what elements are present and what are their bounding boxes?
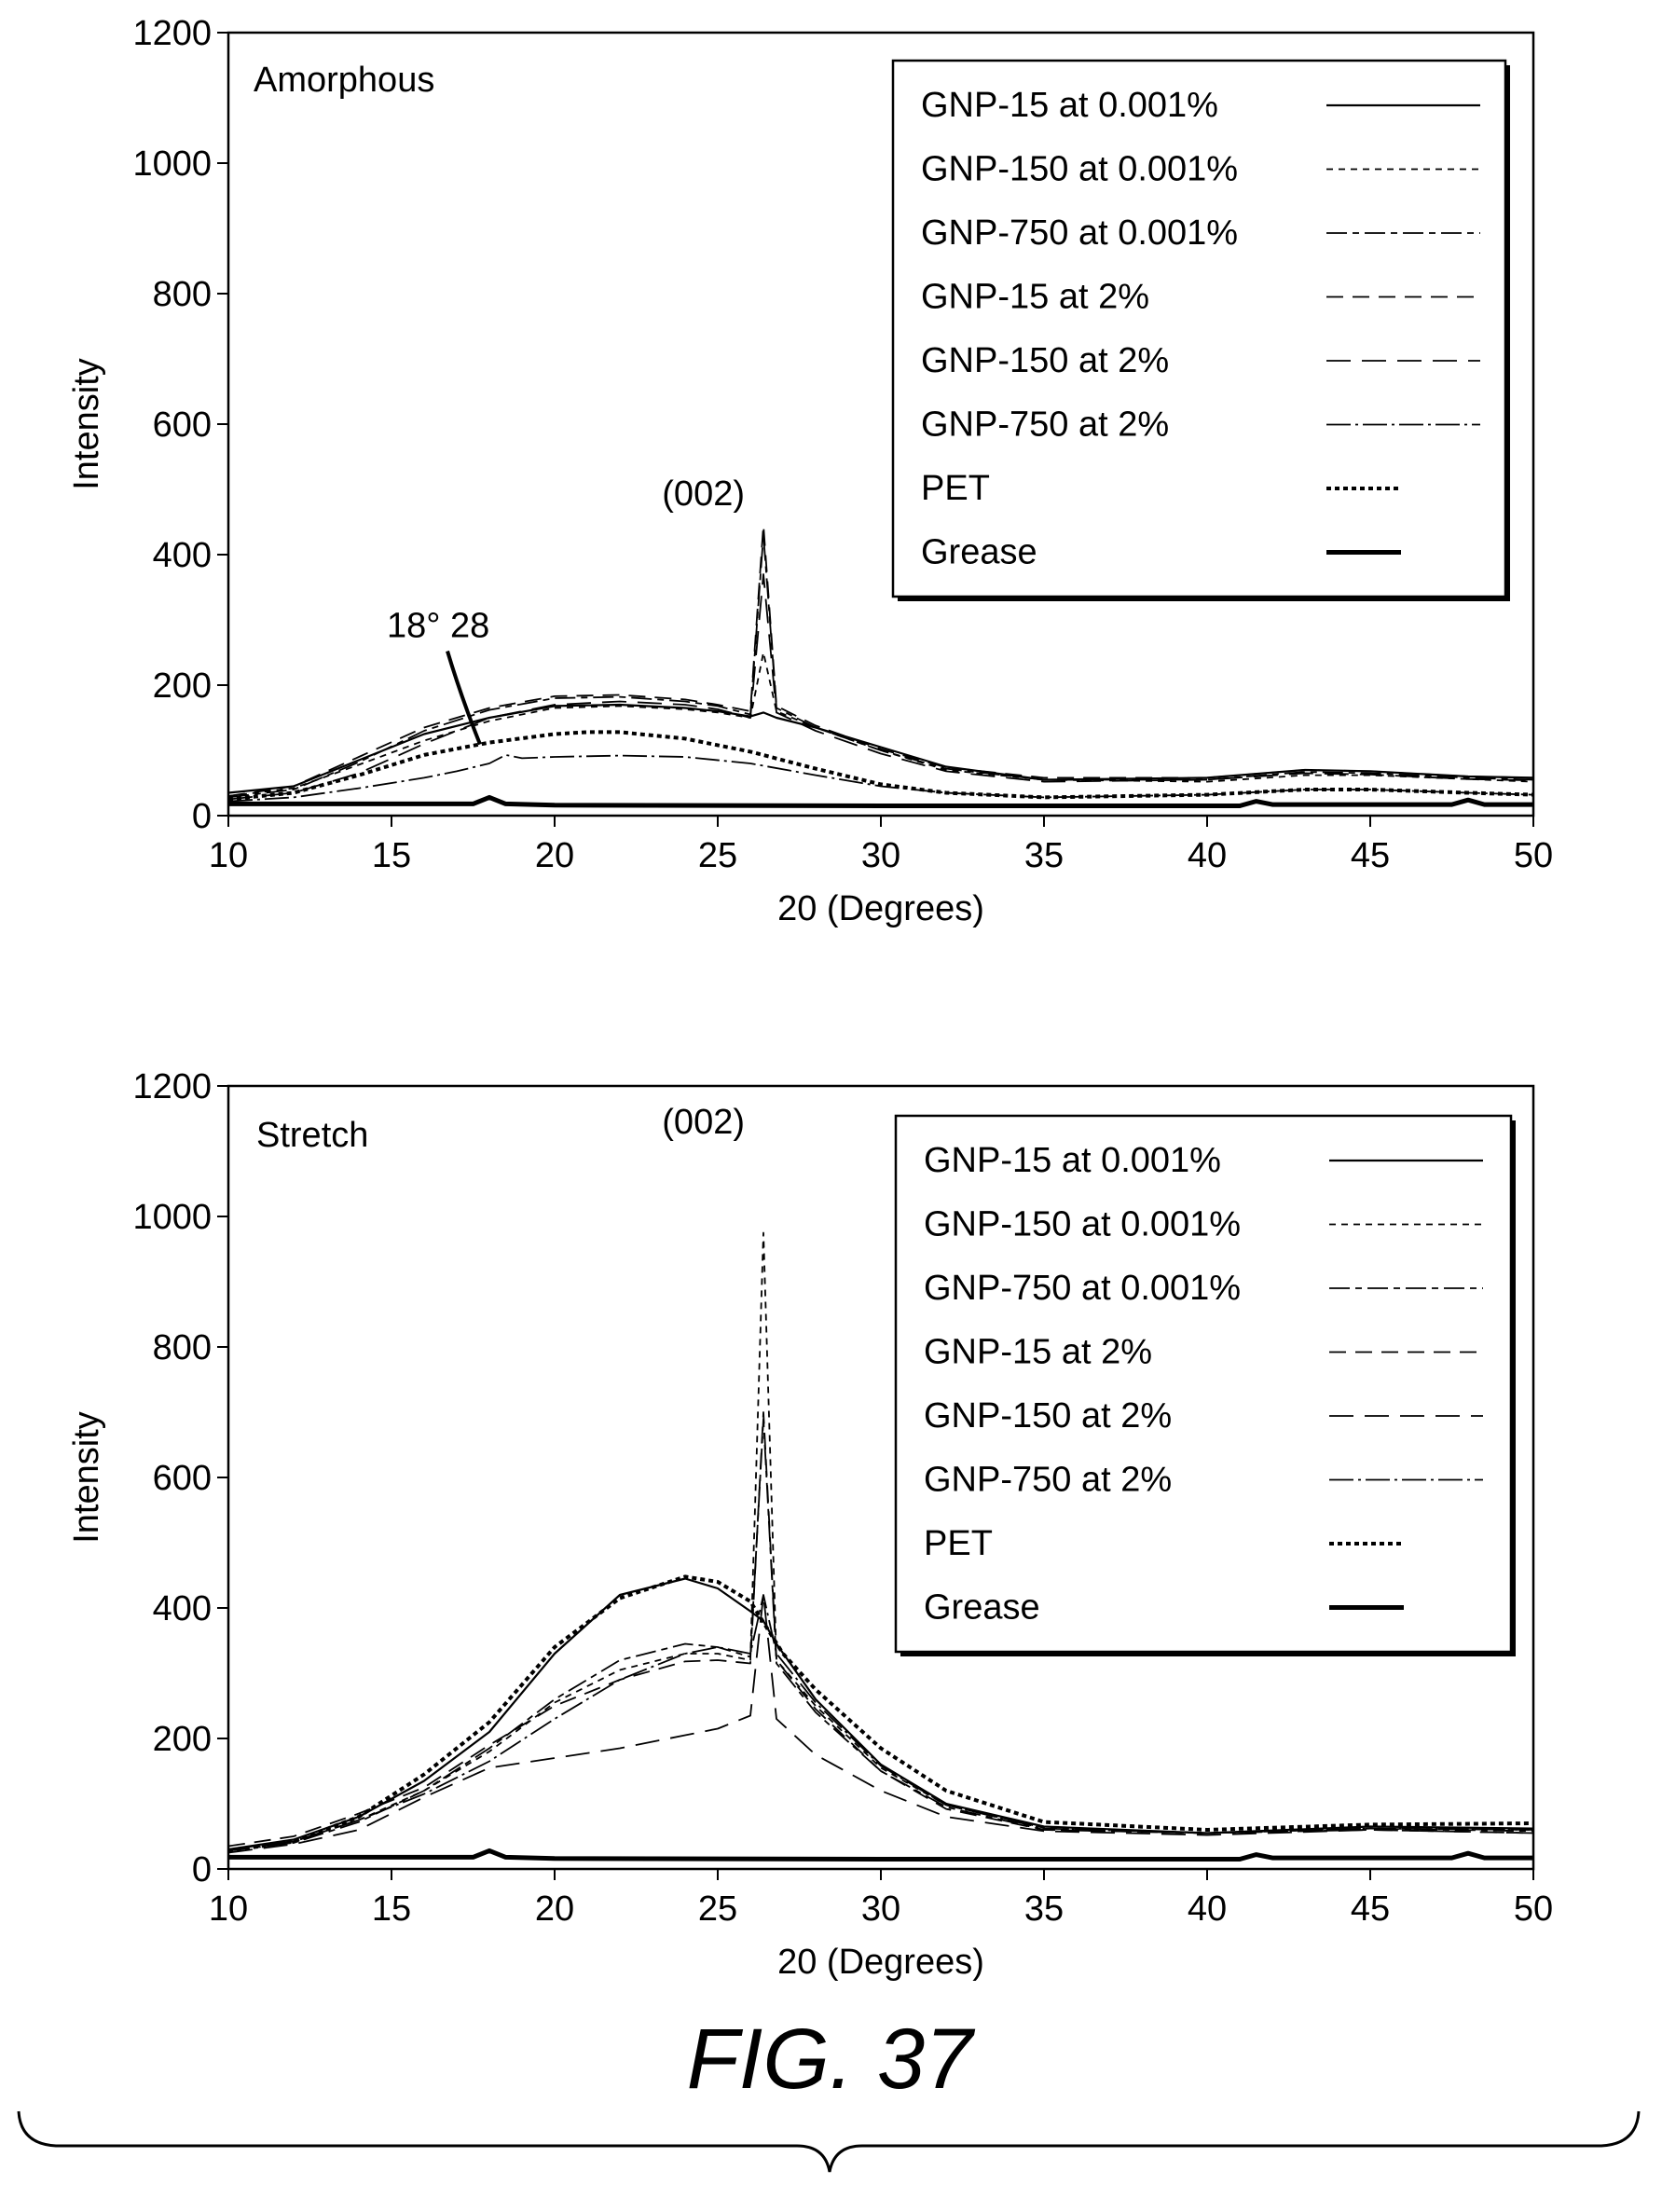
- grouping-brace: [17, 2110, 1641, 2173]
- legend-entry-label: PET: [924, 1524, 993, 1563]
- y-tick-label: 1200: [132, 1067, 212, 1106]
- series-line-gnp-750-at-2-: [228, 754, 1533, 803]
- x-tick-label: 25: [698, 836, 737, 875]
- x-tick-label: 15: [372, 1889, 411, 1929]
- legend-entry-label: GNP-150 at 0.001%: [924, 1205, 1241, 1244]
- y-tick-label: 800: [153, 1328, 212, 1367]
- x-tick-label: 35: [1024, 1889, 1064, 1929]
- chart-stretch: 0 200 400 600 800 1000 1200 10 15 20 25 30 35 40 45 50 2…: [67, 1067, 1553, 1982]
- legend-box: [894, 1114, 1513, 1654]
- x-tick-label: 50: [1514, 836, 1553, 875]
- x-tick-label: 45: [1351, 1889, 1390, 1929]
- x-tick-label: 50: [1514, 1889, 1553, 1929]
- y-tick-label: 1000: [132, 1198, 212, 1237]
- y-tick-label: 800: [153, 275, 212, 314]
- legend-entry-label: GNP-750 at 0.001%: [924, 1269, 1241, 1308]
- series-line-gnp-750-at-0-001-: [228, 534, 1533, 799]
- legend-entry-label: GNP-750 at 2%: [924, 1461, 1172, 1500]
- x-tick-label: 25: [698, 1889, 737, 1929]
- y-axis-label: Intensity: [67, 358, 106, 490]
- x-tick-label: 40: [1188, 1889, 1227, 1929]
- y-tick-label: 1200: [132, 14, 212, 53]
- x-tick-label: 35: [1024, 836, 1064, 875]
- y-tick-label: 400: [153, 1589, 212, 1628]
- y-tick-label: 200: [153, 666, 212, 706]
- legend-entry-label: Grease: [924, 1588, 1040, 1628]
- y-tick-label: 200: [153, 1720, 212, 1759]
- y-axis-label: Intensity: [67, 1411, 106, 1544]
- series-line-gnp-150-at-0-001-: [228, 652, 1533, 797]
- y-tick-label: 400: [153, 536, 212, 575]
- series-group: [228, 524, 1533, 808]
- series-line-gnp-15-at-2-: [228, 524, 1533, 797]
- panel-label: Stretch: [256, 1116, 368, 1155]
- legend-box: [891, 59, 1507, 598]
- series-line-grease: [228, 794, 1533, 808]
- annotation-label: (002): [662, 1103, 745, 1142]
- x-tick-label: 20: [535, 836, 574, 875]
- legend-entry-label: GNP-15 at 2%: [921, 278, 1149, 317]
- legend-entry-label: PET: [921, 469, 990, 508]
- series-line-pet: [228, 730, 1533, 802]
- series-line-gnp-15-at-0-001-: [228, 1577, 1533, 1851]
- legend-entry-label: GNP-150 at 2%: [921, 341, 1169, 380]
- y-tick-label: 0: [192, 1850, 212, 1889]
- legend-entry-label: GNP-15 at 0.001%: [921, 86, 1218, 125]
- x-tick-label: 30: [861, 836, 900, 875]
- x-tick-label: 40: [1188, 836, 1227, 875]
- series-group: [228, 1231, 1533, 1862]
- legend-entry-label: GNP-150 at 2%: [924, 1396, 1172, 1436]
- series-line-gnp-150-at-2-: [228, 1594, 1533, 1854]
- y-tick-label: 1000: [132, 144, 212, 184]
- x-tick-label: 10: [209, 1889, 248, 1929]
- legend-entry-label: GNP-750 at 0.001%: [921, 213, 1238, 253]
- legend-entry-label: Grease: [921, 533, 1037, 572]
- x-axis-label: 20 (Degrees): [777, 889, 984, 928]
- legend-entry-label: GNP-150 at 0.001%: [921, 150, 1238, 189]
- annotation-label: 18° 28: [387, 607, 489, 646]
- legend-entry-label: GNP-15 at 2%: [924, 1333, 1152, 1372]
- series-line-gnp-150-at-2-: [228, 573, 1533, 801]
- legend-entry-label: GNP-15 at 0.001%: [924, 1141, 1221, 1180]
- series-line-grease: [228, 1848, 1533, 1862]
- y-tick-label: 600: [153, 405, 212, 445]
- legend-entry-label: GNP-750 at 2%: [921, 405, 1169, 445]
- series-line-gnp-15-at-2-: [228, 1411, 1533, 1848]
- x-tick-label: 20: [535, 1889, 574, 1929]
- y-tick-label: 600: [153, 1459, 212, 1498]
- panel-label: Amorphous: [254, 61, 434, 100]
- x-axis-label: 20 (Degrees): [777, 1943, 984, 1982]
- x-tick-label: 30: [861, 1889, 900, 1929]
- figure-caption: FIG. 37: [687, 2012, 976, 2107]
- x-tick-label: 15: [372, 836, 411, 875]
- y-tick-label: 0: [192, 797, 212, 836]
- series-line-gnp-750-at-2-: [228, 1594, 1533, 1850]
- annotation-label: (002): [662, 474, 745, 514]
- chart-amorphous: 0 200 400 600 800 1000 1200 10 15 20 25 30 35 40 45 50 2…: [67, 14, 1553, 928]
- x-tick-label: 45: [1351, 836, 1390, 875]
- annotation-pointer: [446, 650, 482, 746]
- x-tick-label: 10: [209, 836, 248, 875]
- series-line-pet: [228, 1574, 1533, 1853]
